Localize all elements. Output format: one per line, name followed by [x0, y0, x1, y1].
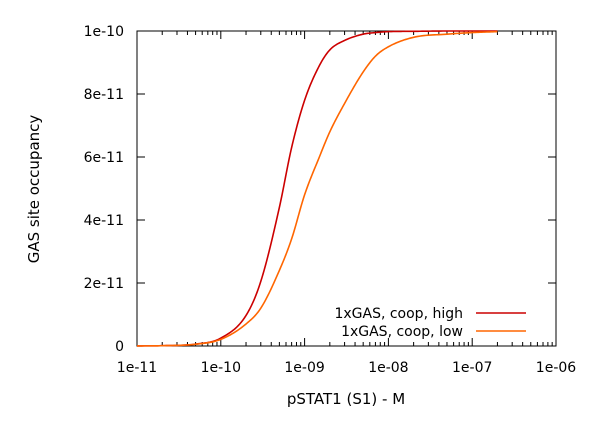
x-tick-label: 1e-08 — [368, 360, 408, 376]
y-tick-label: 6e-11 — [84, 150, 124, 166]
axes: 1e-11 1e-10 1e-09 1e-08 1e-07 1e-06 0 2e-11 4e-1… — [84, 24, 577, 376]
legend: 1xGAS, coop, high 1xGAS, coop, low — [334, 306, 526, 340]
x-axis-title: pSTAT1 (S1) - M — [287, 390, 405, 408]
x-tick-label: 1e-07 — [452, 360, 492, 376]
x-tick-label: 1e-06 — [536, 360, 576, 376]
x-tick-label: 1e-09 — [284, 360, 324, 376]
series-line-2 — [136, 30, 498, 347]
y-tick-label: 1e-10 — [84, 24, 124, 40]
plot-lines — [136, 30, 498, 347]
y-tick-label: 0 — [115, 339, 124, 355]
x-tick-label: 1e-10 — [201, 360, 241, 376]
y-tick-label: 8e-11 — [84, 87, 124, 103]
x-tick-label: 1e-11 — [117, 360, 157, 376]
plot-frame — [136, 30, 557, 347]
legend-label-2: 1xGAS, coop, low — [341, 324, 463, 340]
y-tick-label: 4e-11 — [84, 213, 124, 229]
legend-label-1: 1xGAS, coop, high — [334, 306, 463, 322]
y-tick-label: 2e-11 — [84, 276, 124, 292]
series-line-1 — [136, 30, 498, 347]
y-axis-title: GAS site occupancy — [25, 115, 43, 264]
